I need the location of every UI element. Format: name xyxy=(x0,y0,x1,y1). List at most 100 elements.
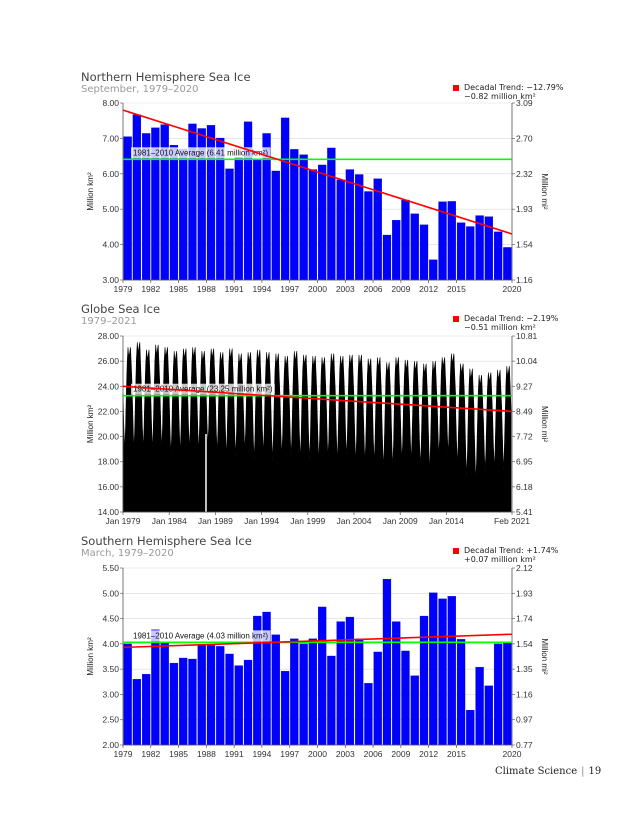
x-tick-label: Jan 1994 xyxy=(244,516,279,526)
bar xyxy=(447,596,456,746)
south-chart: 5.50 5.00 4.50 4.00 3.50 3.00 2.50 2.00 2.12 1.93… xyxy=(86,563,549,759)
bar xyxy=(243,659,253,746)
y-tick-label-left: 2.50 xyxy=(102,715,119,725)
y-tick-label-right: 0.77 xyxy=(516,740,533,750)
bar xyxy=(484,685,493,746)
y-tick-label-left: 5.00 xyxy=(102,588,119,598)
x-tick-label: 1988 xyxy=(197,284,216,294)
y-tick-label-left: 14.00 xyxy=(98,507,120,517)
x-tick-label: 1997 xyxy=(280,284,299,294)
bar xyxy=(355,638,364,746)
globe-chart: 28.00 26.00 24.00 22.00 20.00 18.00 16.00 14.00… xyxy=(86,331,549,526)
trend-swatch xyxy=(453,316,459,322)
bar xyxy=(142,674,151,746)
footer-section: Climate Science xyxy=(495,766,578,777)
y-tick-label-right: 8.49 xyxy=(516,406,533,416)
x-tick-label: 1988 xyxy=(197,749,216,759)
globe-legend-label: Decadal Trend: −2.19% xyxy=(464,314,559,323)
average-label-background xyxy=(131,147,271,159)
bar xyxy=(132,679,142,746)
y-tick-label-right: 1.74 xyxy=(516,614,533,624)
x-tick-label: 2000 xyxy=(308,749,327,759)
y-tick-label-left: 4.50 xyxy=(102,614,119,624)
y-tick-label-left: 28.00 xyxy=(98,331,120,341)
bar xyxy=(327,655,336,746)
y-tick-label-left: 2.00 xyxy=(102,740,119,750)
north-legend-value: −0.82 million km² xyxy=(464,92,536,101)
y-tick-label-left: 6.00 xyxy=(102,169,119,179)
y-tick-label-right: 0.97 xyxy=(516,715,533,725)
data-gap xyxy=(205,434,207,512)
x-tick-label: 1982 xyxy=(141,749,160,759)
x-tick-label: 1985 xyxy=(169,284,188,294)
x-tick-label: 2006 xyxy=(364,749,383,759)
x-tick-label: 2020 xyxy=(503,284,522,294)
globe-title: Globe Sea Ice xyxy=(81,302,161,316)
y-tick-label-right: 10.04 xyxy=(516,356,538,366)
south-legend-value: +0.07 million km² xyxy=(464,555,536,564)
bar xyxy=(206,645,216,746)
y-tick-label-left: 5.50 xyxy=(102,563,119,573)
y-tick-label-right: 6.95 xyxy=(516,457,533,467)
average-label: 1981–2010 Average (6.41 million km²) xyxy=(133,148,268,157)
north-title: Northern Hemisphere Sea Ice xyxy=(81,70,251,84)
x-tick-label: 2009 xyxy=(391,749,410,759)
bar xyxy=(290,638,299,746)
trend-line xyxy=(122,385,513,413)
bar xyxy=(373,651,382,746)
bar xyxy=(429,592,438,746)
y-tick-label-right: 6.18 xyxy=(516,482,533,492)
bar xyxy=(169,662,179,746)
trend-line xyxy=(122,109,513,235)
x-tick-label: 2006 xyxy=(364,284,383,294)
globe-legend-value: −0.51 million km² xyxy=(464,323,536,332)
y-tick-label-right: 1.54 xyxy=(516,240,533,250)
bar xyxy=(401,650,410,746)
x-tick-label: 2015 xyxy=(447,284,466,294)
x-tick-label: 1994 xyxy=(252,749,271,759)
bar xyxy=(410,675,419,746)
y-tick-label-left: 4.00 xyxy=(102,639,119,649)
x-tick-label: Jan 1984 xyxy=(152,516,187,526)
bar xyxy=(392,621,401,746)
x-tick-label: 2012 xyxy=(419,284,438,294)
y-tick-label-left: 20.00 xyxy=(98,432,120,442)
south-legend-label: Decadal Trend: +1.74% xyxy=(464,546,559,555)
y-tick-label-left: 3.00 xyxy=(102,275,119,285)
trend-line xyxy=(122,633,513,649)
x-tick-label: 1982 xyxy=(141,284,160,294)
x-tick-label: Jan 2014 xyxy=(429,516,464,526)
bar xyxy=(271,634,280,746)
y-tick-label-right: 1.93 xyxy=(516,204,533,214)
bar xyxy=(280,671,290,746)
x-tick-label: Feb 2021 xyxy=(494,516,530,526)
y-tick-label-left: 26.00 xyxy=(98,356,120,366)
y-tick-label-right: 1.35 xyxy=(516,664,533,674)
bar xyxy=(225,653,234,746)
average-label-background xyxy=(131,630,271,642)
y-tick-label-left: 3.50 xyxy=(102,664,119,674)
y-tick-label-left: 22.00 xyxy=(98,406,120,416)
y-tick-label-right: 5.41 xyxy=(516,507,533,517)
y-tick-label-right: 3.09 xyxy=(516,98,533,108)
y-tick-label-right: 1.16 xyxy=(516,275,533,285)
bar xyxy=(364,683,373,746)
y-tick-label-left: 16.00 xyxy=(98,482,120,492)
x-tick-label: 2003 xyxy=(336,749,355,759)
x-tick-label: 1979 xyxy=(114,749,133,759)
bar xyxy=(123,643,132,746)
x-tick-label: 2020 xyxy=(503,749,522,759)
y-tick-label-right: 2.70 xyxy=(516,133,533,143)
y-tick-label-right: 10.81 xyxy=(516,331,538,341)
y-axis-label-left: Million km² xyxy=(86,172,95,211)
x-tick-label: Jan 1999 xyxy=(290,516,325,526)
x-tick-label: 2015 xyxy=(447,749,466,759)
y-tick-label-right: 2.12 xyxy=(516,563,533,573)
bar xyxy=(179,657,188,746)
y-tick-label-right: 2.32 xyxy=(516,169,533,179)
y-axis-label-left: Million km² xyxy=(86,405,95,444)
y-tick-label-left: 7.00 xyxy=(102,133,119,143)
bar xyxy=(216,646,225,746)
trend-swatch xyxy=(453,85,459,91)
x-tick-label: Jan 1979 xyxy=(106,516,141,526)
